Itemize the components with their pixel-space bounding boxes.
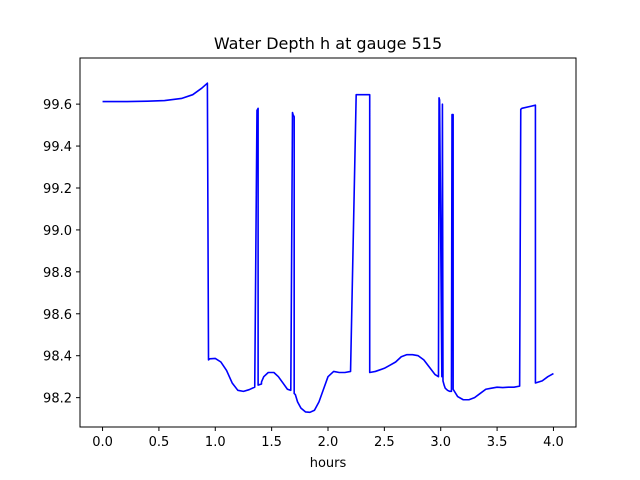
y-tick-label: 99.0: [43, 224, 72, 239]
x-axis-ticks: 0.0 0.5 1.0 1.5 2.0 2.5 3.0 3.5 4.0: [92, 427, 564, 450]
x-tick-label: 0.0: [92, 435, 113, 450]
x-tick-label: 2.0: [318, 435, 339, 450]
series-line: [102, 82, 554, 414]
y-tick-label: 98.8: [43, 266, 72, 281]
x-tick-label: 4.0: [543, 435, 564, 450]
chart-title: Water Depth h at gauge 515: [214, 34, 442, 53]
plot-frame: [79, 57, 577, 428]
y-axis-ticks: 98.2 98.4 98.6 98.8 99.0 99.2 99.4 99.6: [43, 98, 80, 407]
x-tick-label: 2.5: [374, 435, 395, 450]
x-tick-label: 1.0: [205, 435, 226, 450]
x-tick-label: 3.0: [430, 435, 451, 450]
y-tick-label: 98.6: [43, 308, 72, 323]
y-tick-label: 99.2: [43, 182, 72, 197]
y-tick-label: 98.2: [43, 392, 72, 407]
series-layer: [102, 82, 554, 414]
x-tick-label: 3.5: [487, 435, 508, 450]
x-axis-label: hours: [310, 456, 347, 471]
x-tick-label: 0.5: [149, 435, 170, 450]
y-tick-label: 99.6: [43, 98, 72, 113]
x-tick-label: 1.5: [261, 435, 282, 450]
y-tick-label: 99.4: [43, 140, 72, 155]
y-tick-label: 98.4: [43, 350, 72, 365]
